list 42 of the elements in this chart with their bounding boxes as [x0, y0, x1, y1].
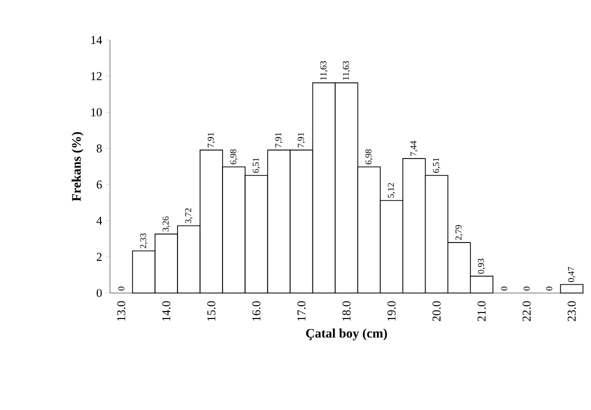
data-label: 0,93: [478, 258, 486, 274]
x-tick-label: 19.0: [387, 301, 396, 321]
y-tick-label: 8: [96, 144, 102, 152]
data-label: 0: [501, 286, 508, 290]
data-label: 3,72: [185, 208, 192, 224]
x-tick-label: 18.0: [342, 301, 351, 321]
data-label: 3,26: [162, 216, 170, 232]
y-tick-label: 6: [96, 180, 102, 189]
x-tick-label: 21.0: [478, 301, 486, 322]
x-axis-title: Çatal boy (cm): [306, 328, 387, 340]
x-tick-label: 17.0: [297, 301, 306, 321]
data-label: 11,63: [320, 61, 328, 80]
data-label: 2,33: [140, 233, 148, 248]
data-label: 6,98: [365, 149, 373, 164]
data-label: 7,44: [410, 140, 418, 156]
data-label: 0: [524, 286, 530, 290]
y-tick-label: 14: [91, 36, 102, 44]
y-tick-label: 10: [91, 108, 102, 116]
x-tick-label: 23.0: [568, 301, 576, 322]
data-label: 6,51: [252, 158, 260, 173]
x-tick-label: 14.0: [162, 301, 170, 321]
x-tick-label: 13.0: [117, 301, 126, 321]
data-label: 0: [118, 286, 124, 290]
data-label: 11,63: [342, 61, 350, 80]
y-tick-label: 4: [96, 216, 102, 225]
data-label: 0: [546, 286, 552, 290]
y-tick-label: 2: [96, 252, 102, 261]
x-tick-label: 22.0: [522, 301, 531, 322]
data-label: 2,79: [455, 225, 463, 240]
x-tick-label: 15.0: [207, 301, 216, 321]
x-tick-label: 16.0: [252, 301, 260, 321]
y-tick-label: 12: [91, 72, 102, 80]
data-label: 0,47: [568, 266, 576, 282]
data-label: 7,91: [275, 132, 283, 148]
x-tick-label: 20.0: [432, 301, 441, 322]
data-label: 6,98: [230, 149, 238, 164]
data-label: 7,91: [298, 132, 306, 148]
data-label: 7,91: [208, 132, 216, 148]
data-label: 5,12: [388, 183, 396, 198]
data-label: 6,51: [432, 158, 440, 173]
y-tick-label: 0: [96, 288, 102, 298]
y-axis-title: Frekans (%): [72, 132, 84, 202]
